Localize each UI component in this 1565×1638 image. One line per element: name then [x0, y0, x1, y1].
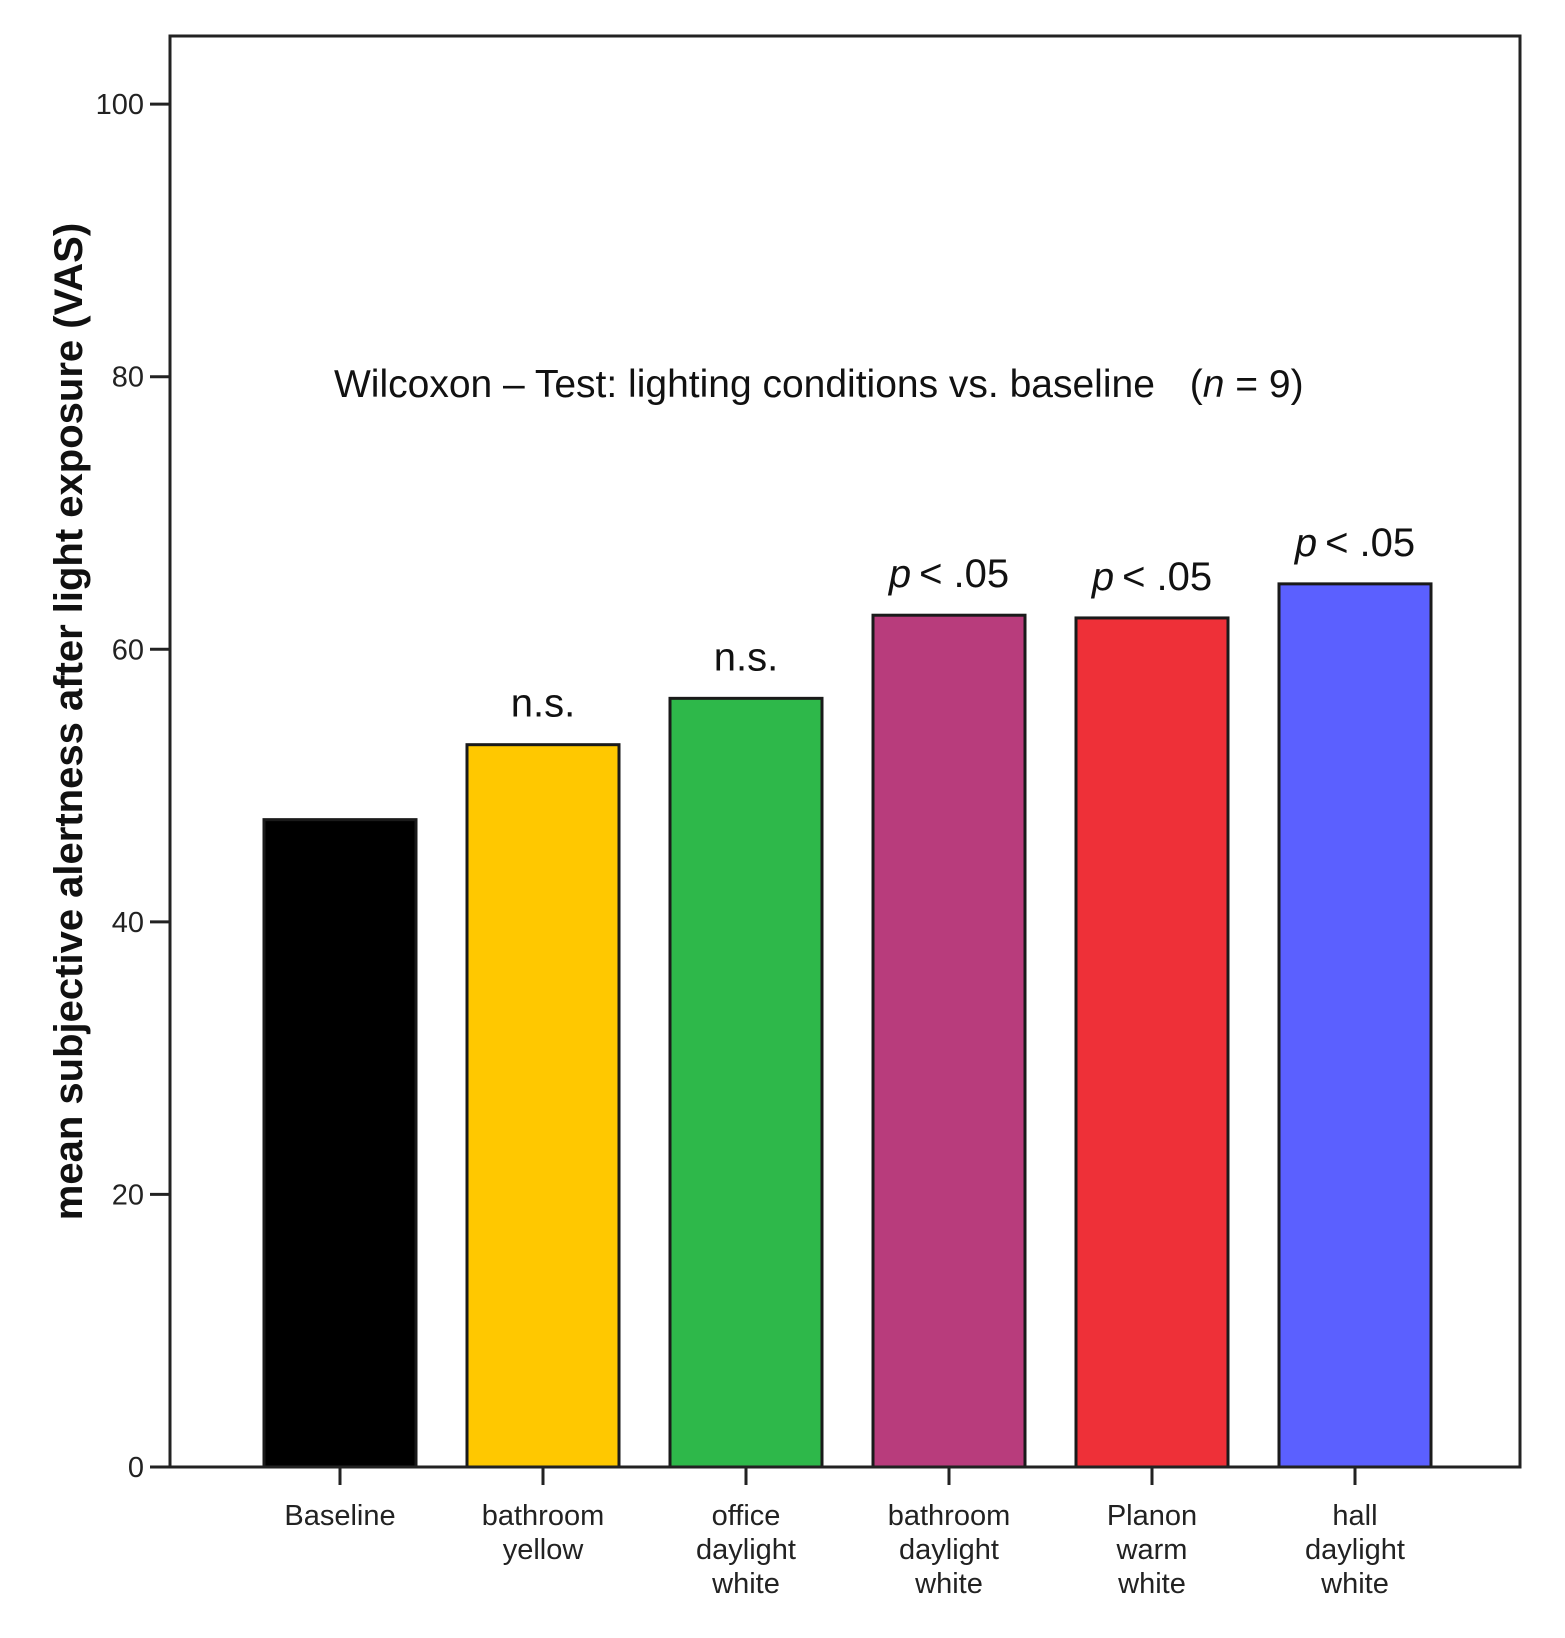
significance-label: n.s. [511, 682, 575, 726]
x-tick-label-line: warm [1116, 1534, 1188, 1566]
x-tick-label-line: Planon [1107, 1500, 1197, 1532]
x-tick-label-line: hall [1332, 1500, 1377, 1532]
x-tick-label-line: yellow [503, 1534, 585, 1566]
x-tick-label-line: white [1320, 1568, 1389, 1600]
bars-layer [262, 582, 1433, 1469]
chart-title-n-symbol: n [1203, 363, 1225, 406]
y-tick-label: 0 [128, 1452, 144, 1484]
p-symbol: p [1294, 521, 1317, 565]
x-tick-label: Baseline [284, 1500, 395, 1532]
x-tick-label-line: bathroom [888, 1500, 1011, 1532]
x-tick-label-line: white [1117, 1568, 1186, 1600]
bar [668, 696, 824, 1469]
x-tick-label-line: daylight [1305, 1534, 1405, 1566]
y-tick-label: 100 [96, 89, 144, 121]
p-symbol: p [888, 552, 911, 596]
y-tick-label: 20 [112, 1179, 144, 1211]
significance-label: p < .05 [1091, 555, 1212, 599]
plot-frame [168, 34, 1522, 1469]
x-tick-label-line: bathroom [482, 1500, 605, 1532]
significance-annotations: n.s.n.s.p < .05 p < .05p < .05 [511, 521, 1415, 726]
chart-title-n-close: ) [1291, 363, 1304, 406]
x-tick-label: bathroom daylight white [888, 1500, 1011, 1600]
x-tick-label-line: daylight [899, 1534, 999, 1566]
chart-title-main: Wilcoxon – Test: lighting conditions vs.… [334, 363, 1155, 406]
p-value: < .05 [1122, 555, 1212, 599]
x-tick-label: Planon warm white [1107, 1500, 1197, 1600]
x-tick-label-line: white [711, 1568, 780, 1600]
bar [871, 613, 1027, 1469]
x-tick-label-line: white [914, 1568, 983, 1600]
x-tick-label: office daylight white [696, 1500, 796, 1600]
bar [262, 818, 418, 1469]
x-tick-label-line: daylight [696, 1534, 796, 1566]
x-tick-label: hall daylight white [1305, 1500, 1405, 1600]
y-tick-label: 40 [112, 907, 144, 939]
x-tick-label: bathroom yellow [482, 1500, 605, 1566]
chart-title-n-open: ( [1190, 363, 1203, 406]
bar [1074, 616, 1230, 1469]
bar [1277, 582, 1433, 1469]
significance-label: n.s. [714, 635, 778, 679]
p-value: < .05 [919, 552, 1009, 596]
y-tick-label: 80 [112, 362, 144, 394]
p-value: < .05 [1325, 521, 1415, 565]
p-symbol: p [1091, 555, 1114, 599]
chart-title: Wilcoxon – Test: lighting conditions vs.… [334, 363, 1304, 406]
x-tick-label-line: Baseline [284, 1500, 395, 1532]
y-axis: 0 20 40 60 80 100 [96, 89, 170, 1484]
x-tick-label-line: office [712, 1500, 781, 1532]
significance-label: p < .05 [1294, 521, 1415, 565]
ns-value: n.s. [714, 635, 778, 679]
significance-label: p < .05 [888, 552, 1009, 596]
chart-title-n-value: = 9 [1235, 363, 1290, 406]
ns-value: n.s. [511, 682, 575, 726]
bar [465, 743, 621, 1469]
y-tick-label: 60 [112, 634, 144, 666]
y-axis-label: mean subjective alertness after light ex… [47, 223, 91, 1220]
